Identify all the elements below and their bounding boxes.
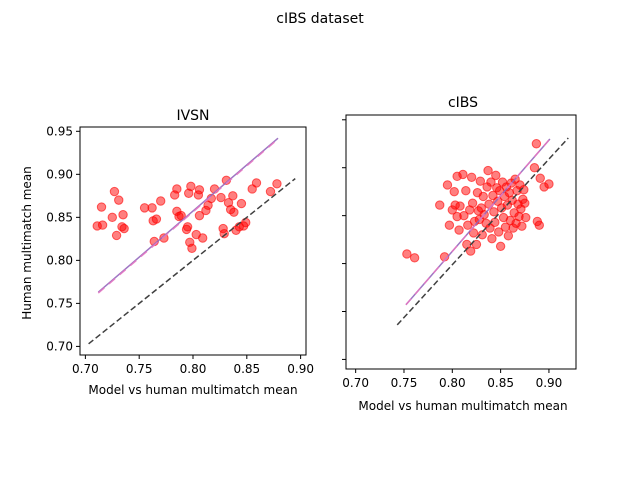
data-point: [194, 210, 205, 221]
data-point: [241, 217, 251, 228]
data-point: [466, 172, 477, 183]
data-point: [216, 192, 226, 203]
y-tick-label: 0.75: [46, 296, 73, 310]
x-tick-label: 0.85: [487, 376, 514, 390]
y-tick-label: 0.85: [46, 210, 73, 224]
data-point: [435, 200, 445, 210]
data-point: [444, 220, 455, 230]
x-tick-label: 0.75: [126, 362, 153, 376]
data-point: [487, 233, 497, 244]
data-point: [529, 163, 540, 173]
data-point: [176, 210, 186, 221]
data-point: [478, 191, 488, 202]
data-point: [97, 220, 108, 230]
data-point: [182, 222, 193, 232]
data-point: [461, 186, 471, 196]
data-point: [107, 212, 117, 223]
data-point: [475, 176, 486, 186]
data-point: [197, 233, 208, 243]
panel-cibs: cIBS Model vs human multimatch mean 0.70…: [342, 95, 577, 413]
data-point: [111, 230, 122, 241]
data-point: [471, 239, 482, 250]
panel-ivsn: IVSN Model vs human multimatch mean Huma…: [20, 108, 314, 397]
x-tick-label: 0.90: [536, 376, 563, 390]
data-point: [493, 227, 504, 237]
data-point: [229, 207, 239, 217]
panel-title: cIBS: [448, 95, 478, 111]
data-point: [109, 186, 120, 197]
data-point: [517, 221, 527, 231]
data-point: [484, 199, 494, 209]
data-point: [519, 185, 529, 195]
data-point: [465, 246, 476, 256]
x-tick-label: 0.70: [342, 376, 369, 390]
x-tick-label: 0.80: [180, 362, 207, 376]
x-tick-label: 0.75: [391, 376, 418, 390]
data-point: [228, 191, 238, 201]
scatter-points: [402, 139, 554, 263]
data-point: [119, 223, 129, 234]
data-point: [467, 198, 478, 208]
x-tick-label: 0.80: [439, 376, 466, 390]
data-point: [486, 177, 496, 187]
x-axis-label: Model vs human multimatch mean: [88, 383, 297, 397]
data-point: [455, 201, 465, 211]
y-tick-label: 0.95: [46, 124, 73, 138]
data-point: [468, 228, 479, 238]
data-point: [402, 249, 412, 259]
data-point: [449, 186, 459, 197]
fit-line: [97, 138, 279, 294]
data-point: [477, 230, 487, 240]
x-tick-label: 0.90: [287, 362, 314, 376]
data-point: [521, 212, 531, 223]
data-point: [172, 184, 182, 194]
fit-line: [405, 138, 551, 306]
x-axis-label: Model vs human multimatch mean: [358, 399, 567, 413]
y-tick-label: 0.80: [46, 253, 73, 267]
data-point: [503, 231, 514, 241]
data-point: [454, 225, 464, 235]
data-point: [156, 196, 166, 206]
data-point: [151, 214, 162, 224]
x-tick-label: 0.70: [72, 362, 99, 376]
data-point: [96, 202, 107, 212]
data-point: [491, 170, 501, 181]
data-point: [147, 203, 157, 213]
panel-title: IVSN: [176, 108, 209, 124]
data-point: [489, 207, 499, 217]
data-point: [534, 220, 544, 230]
data-point: [187, 243, 197, 254]
y-axis-label: Human multimatch mean: [20, 166, 34, 320]
identity-line: [396, 137, 569, 326]
data-point: [194, 185, 205, 195]
x-tick-label: 0.85: [233, 362, 260, 376]
y-tick-label: 0.70: [46, 339, 73, 353]
identity-line: [88, 178, 296, 345]
data-point: [535, 173, 545, 183]
data-point: [114, 195, 124, 205]
figure-suptitle: cIBS dataset: [276, 11, 364, 27]
y-tick-label: 0.90: [46, 167, 73, 181]
data-point: [272, 179, 282, 189]
plot-frame: [345, 114, 577, 370]
data-point: [458, 169, 468, 180]
data-point: [495, 241, 506, 252]
data-point: [118, 210, 128, 220]
data-point: [219, 228, 229, 239]
data-point: [520, 198, 530, 208]
data-point: [265, 186, 276, 197]
data-point: [236, 198, 247, 209]
data-point: [544, 179, 554, 189]
data-point: [251, 178, 262, 188]
data-point: [409, 253, 420, 263]
data-point: [483, 165, 493, 176]
data-point: [531, 139, 542, 149]
data-point: [186, 181, 196, 192]
data-point: [442, 180, 453, 190]
data-point: [459, 210, 469, 221]
